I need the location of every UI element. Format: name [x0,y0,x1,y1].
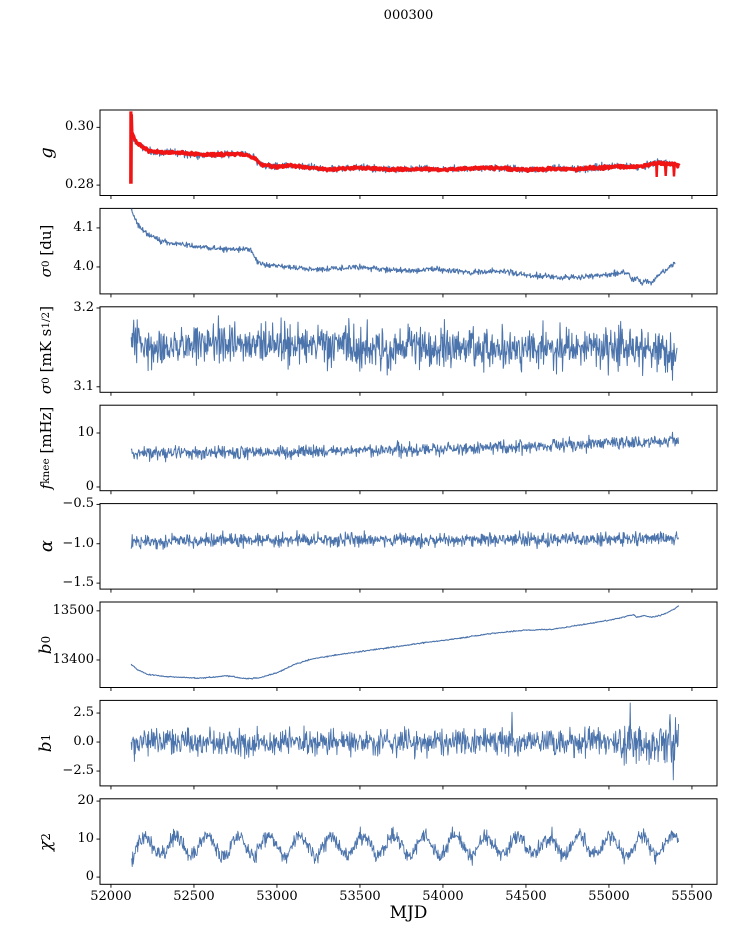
b1-spike-line [672,743,675,781]
x-tick-label: 54500 [505,889,547,904]
y-tick-label: 0 [85,478,94,494]
x-tick-label: 52500 [173,889,215,904]
y-tick-label: −1.0 [62,535,94,551]
axes-frame [99,306,718,393]
y-tick-label: −2.5 [62,763,94,779]
y-tick-label: 13500 [52,602,94,618]
axes-frame [99,109,718,196]
figure-title: 000300 [383,8,434,23]
sigma0_du-data-line [130,208,676,286]
subplot-chi2 [96,798,718,888]
y-tick-label: 2.5 [73,705,94,721]
x-tick-label: 52000 [90,889,132,904]
alpha-data-line [130,530,679,550]
y-axis-label-part: 2 [39,832,53,841]
y-tick-label: 4.1 [73,219,94,235]
y-tick-label: 10 [77,424,94,440]
y-axis-label-part: χ [36,840,56,851]
y-tick-label: 3.2 [73,299,94,315]
b1-spike-line [629,702,632,741]
y-tick-label: 0.28 [65,177,94,193]
g-spike-line [129,111,134,184]
y-axis-label-part: ] [37,305,55,312]
axes-frame [99,601,718,688]
y-tick-label: 10 [77,831,94,847]
subplot-g [96,109,718,199]
y-tick-label: −0.5 [62,496,94,512]
axes-frame [99,798,718,885]
x-tick-label: 53000 [256,889,298,904]
x-tick-label: 55000 [588,889,630,904]
x-tick-label: 54000 [422,889,464,904]
subplot-alpha [96,503,718,593]
subplot-sigma0_du [96,207,718,298]
g-spike-line [663,163,668,176]
fknee-data-line [130,431,679,463]
b0-data-line [130,605,680,680]
subplot-b0 [96,601,718,691]
y-axis-label-part: 1/2 [40,311,52,329]
chi2-data-line [130,826,679,868]
x-tick-label: 55500 [671,889,713,904]
y-tick-label: 0.30 [65,119,94,135]
axes-frame [99,699,718,787]
g-fit-line [130,131,681,173]
x-tick-label: 53500 [339,889,381,904]
b1-data-line [130,714,679,766]
y-tick-label: 3.1 [73,378,94,394]
y-tick-label: 4.0 [73,258,94,274]
subplot-fknee [96,404,718,495]
sigma0_mK-data-line [130,315,678,381]
y-tick-label: 13400 [52,651,94,667]
b1-spike-line [510,711,514,741]
axes-frame [99,404,718,492]
b1-spike-line [133,738,136,762]
y-tick-label: 20 [77,793,94,809]
axes-frame [99,503,718,590]
g-spike-line [655,162,659,178]
subplot-sigma0_mK [96,306,718,396]
x-axis-label: MJD [389,903,428,923]
y-tick-label: −1.5 [62,575,94,591]
g-spike-line [672,164,676,177]
subplot-b1 [96,699,718,790]
axes-frame [99,207,718,295]
y-tick-label: 0.0 [73,734,94,750]
y-tick-label: 0 [85,869,94,885]
